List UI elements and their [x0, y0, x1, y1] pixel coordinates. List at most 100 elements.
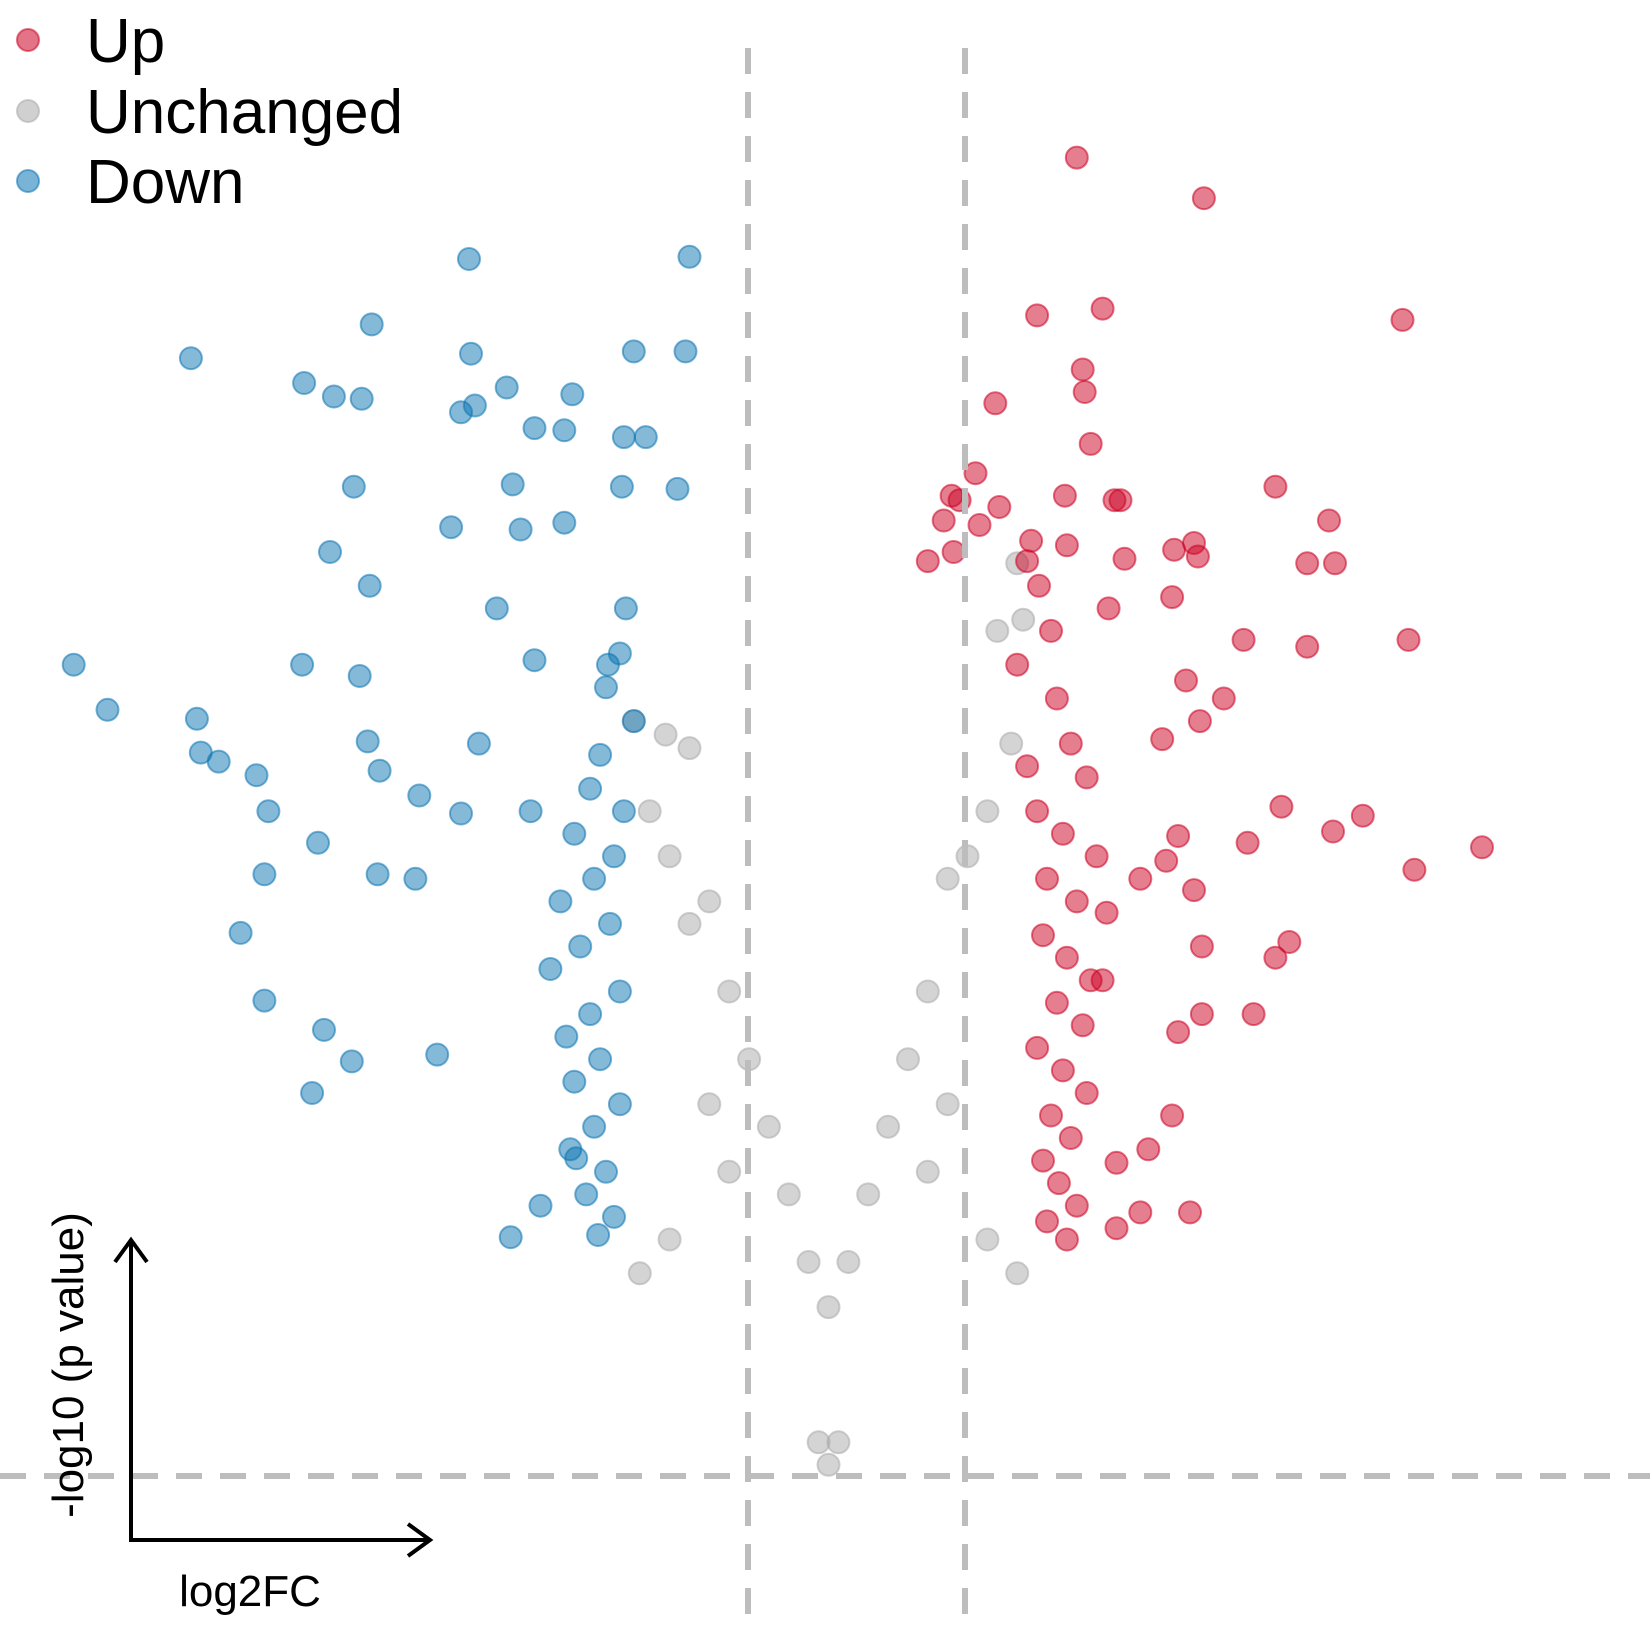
data-point-down — [594, 675, 618, 700]
data-point-up — [1035, 1209, 1059, 1234]
data-point-down — [522, 648, 547, 673]
data-point-down — [500, 472, 525, 497]
x-axis-arrowhead — [406, 1522, 434, 1558]
data-point-up — [1150, 727, 1175, 752]
data-point-down — [602, 844, 626, 869]
data-point-up — [1039, 1103, 1063, 1128]
data-point-unchanged — [999, 731, 1024, 756]
data-point-unchanged — [826, 1430, 851, 1455]
data-point-up — [983, 391, 1008, 416]
data-point-down — [459, 341, 483, 366]
data-point-unchanged — [915, 979, 940, 1004]
data-point-down — [677, 244, 702, 269]
data-point-up — [1074, 765, 1099, 790]
data-point-down — [357, 573, 382, 598]
data-point-unchanged — [796, 1250, 821, 1274]
data-point-up — [1350, 803, 1375, 828]
data-point-unchanged — [876, 1114, 901, 1139]
data-point-down — [449, 801, 473, 826]
data-point-up — [1104, 1150, 1129, 1175]
data-point-up — [1396, 627, 1421, 652]
data-point-down — [425, 1042, 450, 1067]
data-point-up — [1231, 627, 1256, 652]
data-point-down — [300, 1081, 325, 1105]
data-point-up — [1317, 508, 1341, 533]
data-point-down — [306, 830, 330, 855]
data-point-unchanged — [816, 1295, 841, 1320]
legend-marker-up — [16, 28, 40, 52]
data-point-down — [613, 596, 638, 621]
data-point-down — [494, 375, 519, 400]
data-point-unchanged — [856, 1182, 881, 1207]
data-point-down — [359, 312, 384, 337]
data-point-up — [1185, 544, 1210, 569]
data-point-down — [548, 889, 573, 914]
data-point-down — [244, 763, 269, 788]
data-point-up — [987, 495, 1012, 519]
data-point-down — [609, 474, 634, 499]
data-point-up — [931, 508, 956, 533]
data-point-up — [1112, 546, 1137, 571]
legend-item-down: Down — [16, 148, 245, 217]
legend-marker-unchanged — [16, 99, 40, 123]
data-point-up — [1160, 1103, 1185, 1128]
data-point-up — [1269, 794, 1294, 819]
data-point-up — [1078, 431, 1103, 456]
legend-item-up: Up — [16, 7, 165, 76]
data-point-up — [1070, 1013, 1095, 1038]
data-point-down — [665, 476, 690, 501]
data-point-down — [552, 510, 577, 535]
data-point-up — [1235, 830, 1260, 855]
data-point-up — [1166, 1020, 1191, 1045]
data-point-up — [1025, 1035, 1050, 1060]
data-point-up — [1189, 934, 1214, 959]
data-point-down — [562, 1069, 587, 1094]
data-point-up — [1470, 835, 1494, 860]
data-point-up — [1054, 533, 1079, 558]
data-point-unchanged — [975, 1227, 1000, 1252]
data-point-down — [184, 706, 209, 731]
data-point-unchanged — [985, 618, 1010, 643]
data-point-up — [1044, 990, 1069, 1015]
data-point-down — [586, 1223, 611, 1247]
data-point-down — [582, 1114, 607, 1139]
data-point-unchanged — [756, 1114, 781, 1139]
data-point-down — [228, 920, 253, 945]
data-point-unchanged — [836, 1250, 861, 1274]
data-point-down — [484, 596, 509, 621]
data-point-down — [178, 346, 203, 371]
data-point-down — [321, 384, 346, 409]
x-axis-label: log2FC — [179, 1567, 321, 1616]
data-point-up — [1058, 1126, 1083, 1150]
data-point-unchanged — [935, 1092, 960, 1117]
data-point-down — [588, 742, 613, 767]
data-point-up — [1191, 186, 1216, 211]
data-point-down — [312, 1017, 336, 1042]
data-point-up — [1154, 848, 1179, 873]
data-point-unchanged — [697, 889, 722, 914]
data-point-up — [1295, 634, 1320, 659]
data-point-down — [568, 934, 593, 959]
data-point-unchanged — [717, 1159, 742, 1184]
legend-item-unchanged: Unchanged — [16, 78, 403, 147]
y-axis-arrowhead — [113, 1236, 149, 1264]
data-point-down — [602, 1204, 626, 1229]
data-point-up — [967, 513, 992, 537]
data-point-unchanged — [657, 844, 682, 869]
data-point-up — [1178, 1200, 1202, 1225]
data-point-up — [1074, 1081, 1099, 1105]
data-point-down — [607, 979, 632, 1004]
data-point-up — [1025, 799, 1050, 824]
data-point-down — [290, 652, 315, 677]
data-point-down — [292, 371, 317, 395]
data-point-down — [633, 425, 658, 450]
data-point-up — [1174, 668, 1198, 693]
data-point-up — [1054, 1227, 1079, 1252]
data-point-up — [1187, 709, 1212, 734]
data-point-up — [1044, 686, 1069, 711]
data-point-down — [554, 1024, 579, 1049]
y-axis-label: -log10 (p value) — [44, 1212, 93, 1518]
data-point-up — [1064, 1193, 1089, 1218]
data-point-down — [673, 339, 698, 364]
